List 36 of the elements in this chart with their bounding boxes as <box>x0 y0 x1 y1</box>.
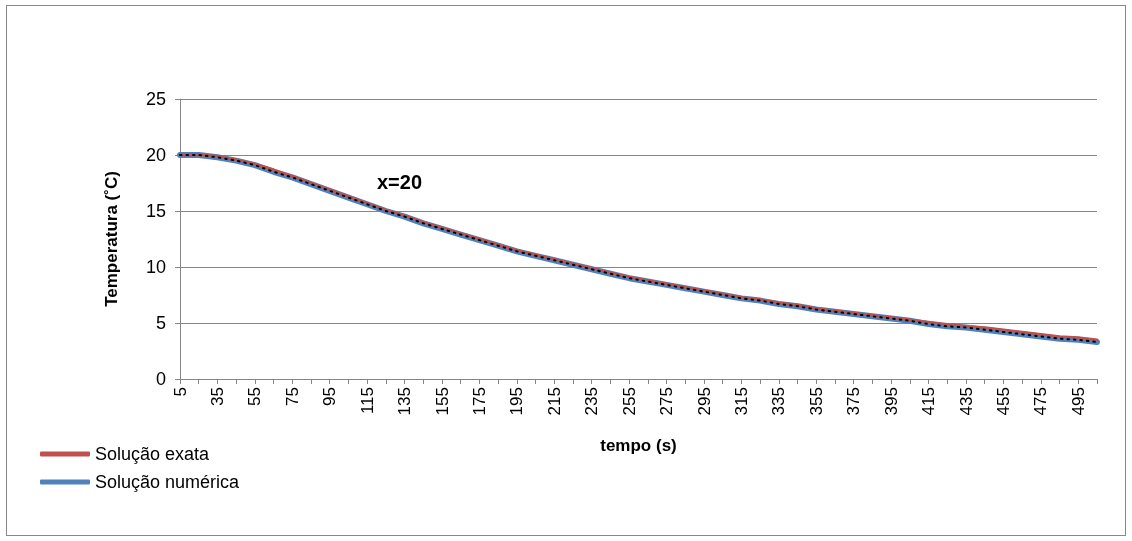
y-tick-label: 0 <box>155 369 166 389</box>
y-tick-label: 20 <box>145 145 166 165</box>
x-tick-label: 235 <box>582 387 602 416</box>
annotation: x=20 <box>377 171 423 193</box>
x-tick-label: 355 <box>806 387 826 416</box>
x-tick-label: 155 <box>432 387 452 416</box>
y-tick-label: 5 <box>155 313 166 333</box>
x-tick-label: 315 <box>731 387 751 416</box>
y-tick-label: 15 <box>145 201 166 221</box>
x-tick-label: 415 <box>919 387 939 416</box>
x-tick-label: 455 <box>993 387 1013 416</box>
x-tick-label: 375 <box>844 387 864 416</box>
x-tick-label: 295 <box>694 387 714 416</box>
y-tick-label: 10 <box>145 257 166 277</box>
x-tick-label: 495 <box>1068 387 1088 416</box>
x-tick-label: 175 <box>469 387 489 416</box>
x-tick-label: 35 <box>207 387 227 406</box>
x-tick-label: 335 <box>769 387 789 416</box>
x-tick-label: 135 <box>395 387 415 416</box>
x-tick-label: 475 <box>1031 387 1051 416</box>
legend-label: Solução exata <box>95 444 211 464</box>
x-tick-label: 215 <box>544 387 564 416</box>
legend-label: Solução numérica <box>95 472 241 492</box>
x-tick-label: 5 <box>170 387 190 397</box>
x-tick-label: 435 <box>956 387 976 416</box>
x-tick-label: 255 <box>619 387 639 416</box>
x-tick-label: 55 <box>245 387 265 406</box>
x-axis-title: tempo (s) <box>600 436 677 455</box>
x-tick-label: 115 <box>357 387 377 415</box>
x-tick-label: 275 <box>657 387 677 416</box>
x-tick-label: 95 <box>320 387 340 406</box>
x-tick-label: 395 <box>881 387 901 416</box>
y-axis-title: Temperatura (˚C) <box>102 171 121 307</box>
y-tick-label: 25 <box>145 89 166 109</box>
x-tick-label: 75 <box>282 387 302 406</box>
x-tick-label: 195 <box>507 387 527 416</box>
